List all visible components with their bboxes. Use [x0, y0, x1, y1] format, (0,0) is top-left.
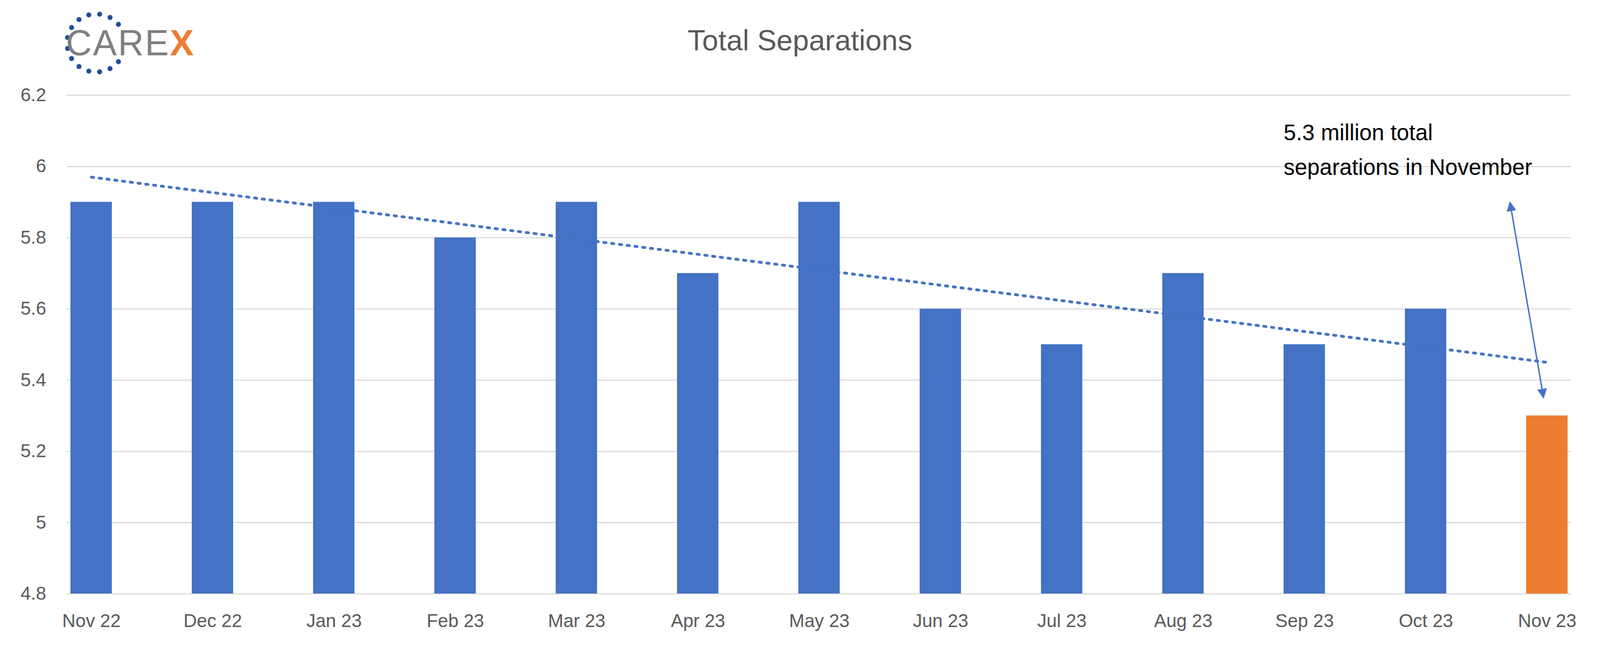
svg-text:Mar 23: Mar 23 [547, 610, 606, 632]
svg-text:6.2: 6.2 [20, 84, 47, 106]
svg-text:Jul 23: Jul 23 [1037, 610, 1087, 632]
html-text:5.3 million total separations: 5.3 million total separations in Novembe… [1283, 120, 1533, 180]
svg-text:Nov 23: Nov 23 [1517, 610, 1577, 632]
svg-text:5.6: 5.6 [20, 297, 47, 319]
html-text:Total Separations: Total Separations [687, 24, 913, 57]
svg-text:5.8: 5.8 [20, 226, 47, 248]
svg-text:6: 6 [35, 155, 46, 177]
svg-text:4.8: 4.8 [20, 583, 47, 604]
svg-text:Apr 23: Apr 23 [670, 610, 726, 632]
svg-text:5.2: 5.2 [20, 440, 47, 462]
svg-text:Sep 23: Sep 23 [1275, 610, 1334, 632]
svg-text:Jun 23: Jun 23 [912, 610, 969, 632]
svg-text:Jan 23: Jan 23 [306, 610, 362, 632]
svg-text:Oct 23: Oct 23 [1398, 610, 1453, 632]
svg-text:May 23: May 23 [788, 610, 850, 632]
svg-text:5.4: 5.4 [20, 369, 47, 391]
svg-text:Feb 23: Feb 23 [426, 610, 485, 632]
svg-text:Aug 23: Aug 23 [1153, 610, 1213, 632]
svg-text:Dec 22: Dec 22 [183, 610, 243, 632]
html-text:CARE X: CARE X [65, 22, 195, 64]
svg-text:5: 5 [35, 512, 46, 533]
svg-text:Nov 22: Nov 22 [62, 610, 121, 632]
